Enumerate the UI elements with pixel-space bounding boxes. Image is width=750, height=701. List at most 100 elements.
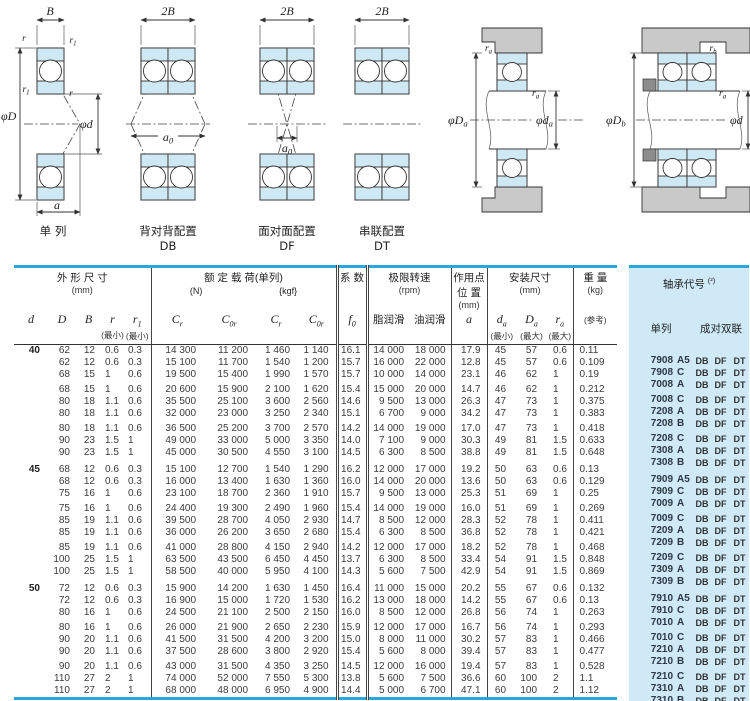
spec-row: 100 25 1.5 1 58 500 40 000 5 950 4 100 14.3 5 600… [53, 566, 605, 578]
header-load-center: 作用点 位 置 (mm) [451, 266, 488, 310]
spec-row: 100 25 1.5 1 63 500 43 500 6 450 4 450 13.7 6 300… [53, 554, 605, 566]
shaft-break-line [646, 90, 653, 150]
bearing-code-row: 7910 A5 DB DF DT [650, 593, 746, 604]
bearing-code-row: 7210 B DB DF DT [650, 656, 746, 667]
bearing-code-row: 7208 A DB DF DT [650, 406, 746, 417]
caption-df: 面对面配置 [258, 224, 316, 238]
row-gap [14, 619, 617, 622]
spec-row: 85 19 1.1 0.6 41 000 28 800 4 150 2 940 14.2 12 0… [58, 542, 605, 554]
header-boundary-dimensions: 外 形 尺 寸 (mm) [14, 266, 152, 310]
dim-label-B: B [46, 4, 54, 18]
bearing-code-row: 7209 B DB DF DT [650, 537, 746, 548]
dim-label-a: a [54, 198, 60, 212]
diagram-single-row: B φD φd a r r1 r1 r 单 列 [1, 4, 102, 238]
bearing-code-row: 7209 C DB DF DT [650, 552, 746, 563]
col-r: r (最小) [101, 310, 124, 345]
diagram-mounting-duplex: rb ra φDb φd [606, 27, 750, 213]
spec-row: 68 15 1 0.6 20 600 15 900 2 100 1 620 15.4 15 000… [58, 384, 605, 396]
bearing-code-row: 7909 C DB DF DT [650, 486, 746, 497]
dim-label-2B: 2B [280, 4, 294, 18]
housing [641, 27, 750, 54]
spec-row: 90 20 1.1 0.6 37 500 28 600 3 800 2 920 15.4 5 60… [58, 646, 605, 658]
spec-tables: 外 形 尺 寸 (mm) 额 定 载 荷(单列) (N) {kgf} 系 数 极限转… [14, 265, 750, 701]
row-gap [14, 578, 617, 583]
spec-row: 90 23 1.5 1 45 000 30 500 4 550 3 100 14.5 6 300 8… [58, 447, 605, 459]
col-Da: Da (最大) [516, 310, 548, 345]
codes-col-single: 单列 [650, 323, 672, 335]
housing [481, 27, 543, 54]
codes-title: 轴承代号 (²) [662, 276, 716, 291]
dim-label-a0: a0 [282, 141, 293, 157]
spec-row: 85 19 1.1 0.6 36 000 26 200 3 650 2 680 15.4 6 30… [58, 527, 605, 539]
shaft-break-line [542, 90, 549, 150]
dim-label-phiDa: φDa [448, 113, 468, 129]
spec-row: 72 12 0.6 0.3 16 900 15 000 1 720 1 530 16.2 13 0… [58, 595, 599, 607]
caption-dt: 串联配置 [359, 224, 405, 238]
col-B: B [76, 310, 101, 345]
col-r1: r1 (最小) [124, 310, 152, 345]
bearing-code-row: 7010 A DB DF DT [650, 617, 746, 628]
dim-label-phiDb: φDb [606, 113, 626, 129]
dim-label-2B: 2B [161, 4, 175, 18]
header-load-ratings: 额 定 载 荷(单列) (N) {kgf} [151, 266, 339, 310]
spec-row: 80 18 1.1 0.6 35 500 25 100 3 600 2 560 14.6 9 50… [58, 396, 605, 408]
row-gap [14, 459, 617, 464]
spec-row: 75 16 1 0.6 24 400 19 300 2 490 1 960 15.4 14 000… [58, 503, 605, 515]
bearing-code-row: 7008 C DB DF DT [650, 394, 746, 405]
dim-label-ra: ra [485, 44, 493, 56]
caption-dt-code: DT [374, 239, 391, 253]
spec-table-body: 40 62 12 0.6 0.3 14 300 11 200 1 460 1 140 16.1 14… [14, 344, 617, 699]
codes-table-body: 7908 A5 DB DF DT 7908 C DB DF DT 7008 A DB DF DT 7008 C D… [629, 355, 749, 701]
bearing-code-row: 7208 C DB DF DT [650, 433, 746, 444]
spec-row: 45 68 12 0.6 0.3 15 100 12 700 1 540 1 290 16.2 12… [28, 464, 599, 476]
diagram-face-to-face: 2B a0 面对面配置 DF [248, 4, 326, 253]
bearing-spec-table: 外 形 尺 寸 (mm) 额 定 载 荷(单列) (N) {kgf} 系 数 极限转… [14, 265, 618, 700]
dim-label-a0: a0 [163, 130, 174, 146]
col-C0r-kgf: C0r [297, 310, 339, 345]
col-Cr-N: Cr [151, 310, 204, 345]
col-Cr-kgf: Cr [255, 310, 298, 345]
spec-row: 80 18 1.1 0.6 32 000 23 000 3 250 2 340 15.1 6 70… [58, 408, 605, 420]
bearing-code-row: 7309 B DB DF DT [650, 576, 746, 587]
spec-row: 50 72 12 0.6 0.3 15 900 14 200 1 630 1 450 16.4 11… [28, 583, 605, 595]
col-d: d [14, 310, 48, 345]
dim-label-rb: rb [709, 44, 717, 56]
spec-row: 62 12 0.6 0.3 15 100 11 700 1 540 1 200 15.7 16 0… [58, 357, 605, 369]
caption-db: 背对背配置 [139, 224, 197, 238]
bearing-code-row: 7309 A DB DF DT [650, 564, 746, 575]
dim-label-ra: ra [719, 89, 727, 101]
col-mass-ref: (参考) [573, 310, 618, 345]
bearing-code-row: 7308 A DB DF DT [650, 445, 746, 456]
dim-label-2B: 2B [375, 4, 389, 18]
bearing-code-row: 7210 A DB DF DT [650, 644, 746, 655]
row-gap [14, 381, 617, 384]
row-gap [14, 539, 617, 542]
dim-label-r1: r1 [69, 36, 76, 48]
spec-row: 80 16 1 0.6 24 500 21 100 2 500 2 150 16.0 8 500 1… [58, 607, 605, 619]
bearing-code-row: 7908 C DB DF DT [650, 367, 746, 378]
shaft-break-line [485, 90, 492, 150]
housing [641, 186, 750, 213]
bearing-codes-table: 轴承代号 (²) 单列 成对双联 7908 A5 DB DF DT 7908 C DB DF DT… [629, 265, 750, 701]
caption-single: 单 列 [40, 224, 67, 238]
header-mass: 重 量 (kg) [583, 272, 608, 295]
diagram-mounting-single: ra ra φDa φda [448, 27, 585, 213]
spec-row: 110 27 2 1 74 000 52 000 7 550 5 300 13.8 5 600 7 … [54, 673, 594, 685]
diagram-tandem: 2B 串联配置 DT [343, 4, 421, 253]
col-f0: f0 [337, 310, 369, 345]
dim-label-r1: r1 [22, 85, 29, 97]
caption-df-code: DF [279, 239, 294, 253]
spacer-ring [642, 148, 657, 162]
bearing-code-row: 7208 B DB DF DT [650, 418, 746, 429]
bearing-code-row: 7009 A DB DF DT [650, 498, 746, 509]
bearing-diagrams: B φD φd a r r1 r1 r 单 列 [1, 4, 750, 253]
spec-row: 80 18 1.1 0.6 36 500 25 200 3 700 2 570 14.2 14 0… [58, 423, 605, 435]
spec-row: 68 15 1 0.6 19 500 15 400 1 990 1 570 15.7 10 000… [58, 369, 599, 381]
spec-row: 90 23 1.5 1 49 000 33 000 5 000 3 350 14.0 7 100 9… [58, 435, 605, 447]
housing [481, 186, 543, 213]
bearing-code-row: 7210 C DB DF DT [650, 671, 746, 682]
col-a: a [451, 310, 488, 345]
codes-footnote-marker: (²) [707, 276, 716, 285]
col-C0r-N: C0r [203, 310, 256, 345]
spec-row: 40 62 12 0.6 0.3 14 300 11 200 1 460 1 140 16.1 14… [28, 344, 599, 357]
